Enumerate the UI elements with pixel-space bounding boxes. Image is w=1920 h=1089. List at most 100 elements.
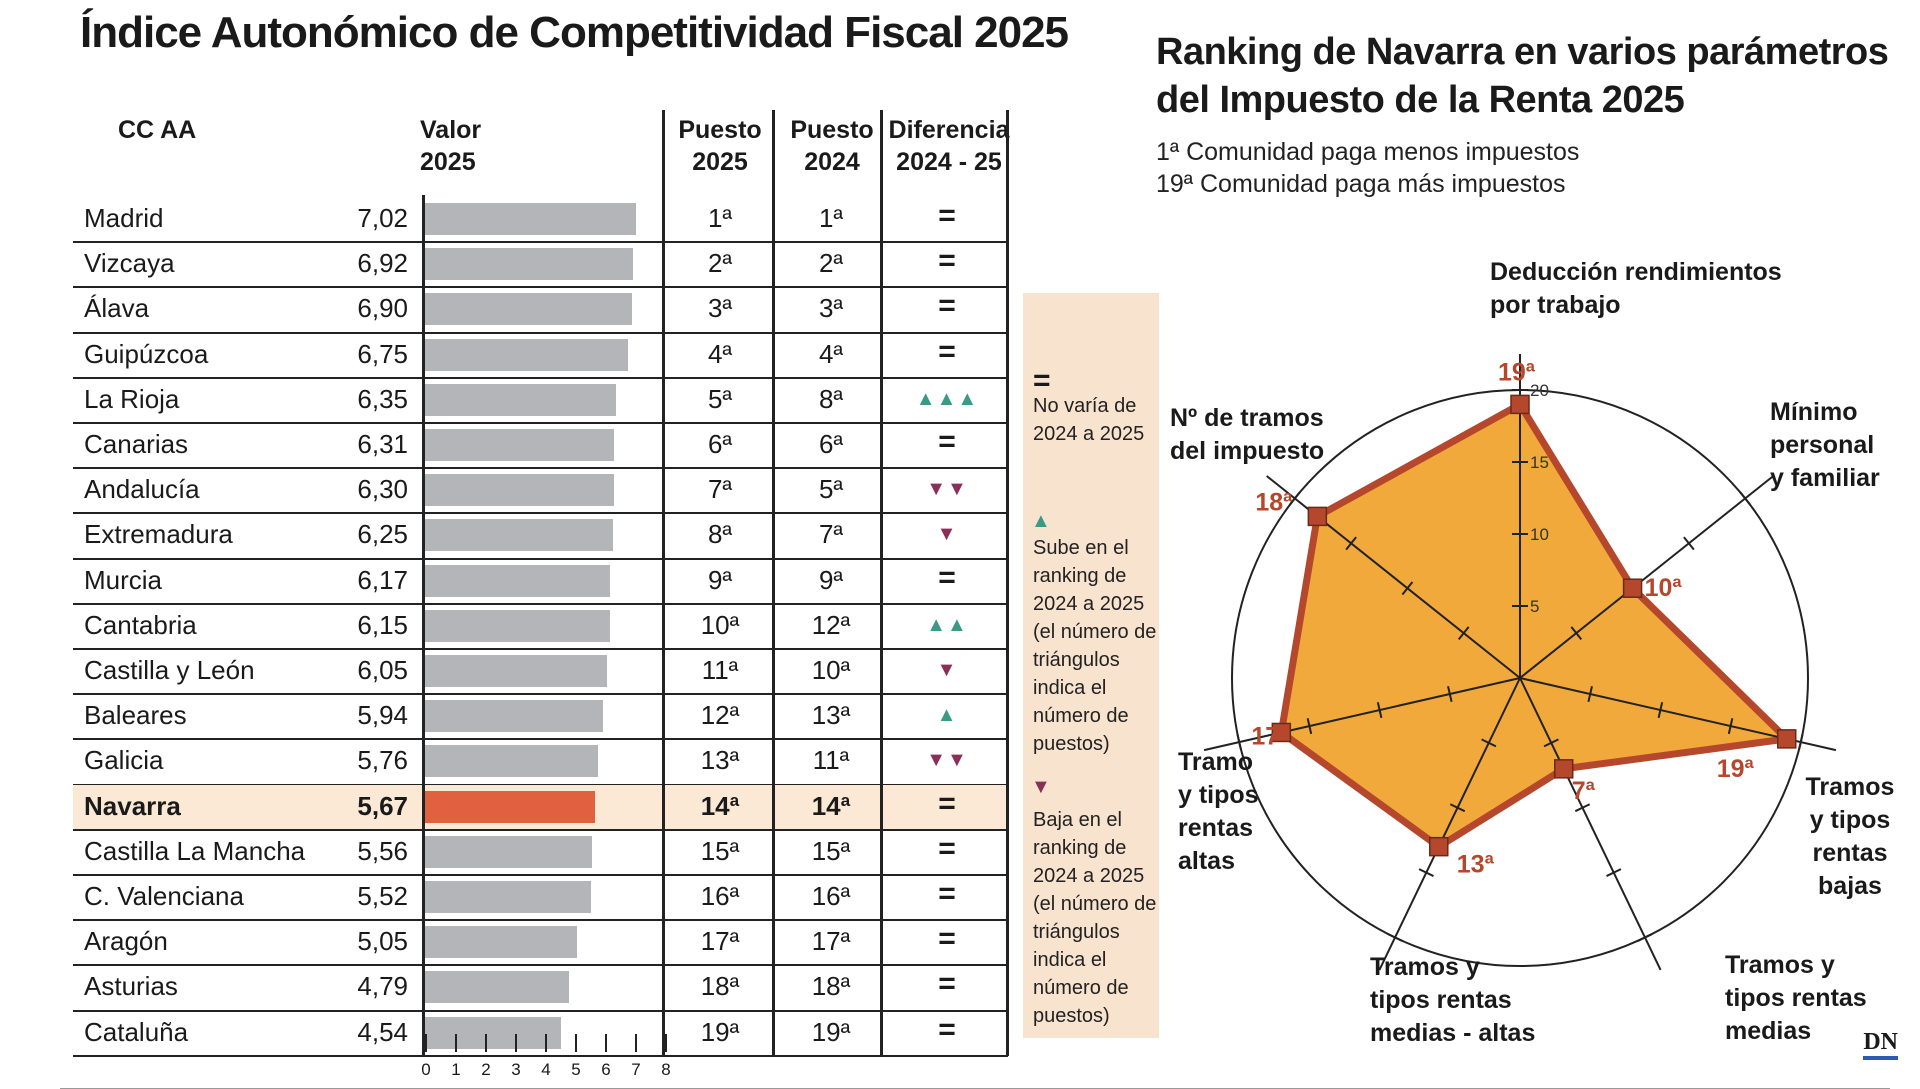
row-name: Baleares [84,700,187,731]
no-change-icon: = [938,786,956,820]
row-name: C. Valenciana [84,881,244,911]
down-triangle-icon: ▼▼ [926,749,968,772]
no-change-icon: = [938,877,956,910]
row-puesto-2025: 4ª [707,338,733,369]
radar-tick [1457,626,1470,640]
row-puesto-2024: 5ª [818,474,844,505]
axis-tick [515,1033,517,1052]
header-diferencia: Diferencia 2024 - 25 [888,116,1010,176]
left-chart-title: Índice Autonómico de Competitividad Fisc… [80,8,1069,57]
legend-up-text: Sube en el ranking de 2024 a 2025 (el nú… [1033,537,1157,755]
radar-point-marker [1553,759,1574,779]
radar-axis-label: Tramos y tipos rentas bajas [1806,773,1895,900]
axis-tick [605,1033,607,1052]
no-change-icon: = [938,199,956,232]
radar-scale-label: 5 [1530,597,1539,616]
axis-tick [575,1033,577,1052]
no-change-icon: = [938,560,956,594]
row-value: 6,30 [357,474,408,505]
row-name: Madrid [84,203,164,233]
value-bar [425,564,611,597]
axis-tick-label: 2 [481,1059,491,1079]
row-puesto-2025: 8ª [707,519,733,550]
row-value: 6,17 [357,564,408,595]
row-puesto-2024: 17ª [811,926,851,957]
radar-tick [1481,738,1497,748]
row-puesto-2024: 6ª [818,429,844,459]
row-puesto-2025: 17ª [700,926,740,957]
radar-scale-label: 10 [1530,525,1549,544]
value-bar [425,790,596,823]
row-name: Extremadura [84,519,233,550]
axis-tick [455,1033,457,1052]
header-puesto-2025: Puesto 2025 [678,116,762,176]
axis-tick-label: 0 [421,1059,431,1079]
row-puesto-2025: 11ª [701,655,739,685]
legend-down-triangle-icon: ▼ [1031,776,1051,798]
row-divider [73,422,1008,424]
radar-tick [1306,718,1313,735]
value-bar [425,700,604,733]
row-name: Cantabria [84,609,197,640]
legend-equal-symbol: = [1033,364,1051,397]
radar-point-marker [1622,578,1643,598]
row-puesto-2024: 13ª [811,700,851,731]
row-puesto-2024: 15ª [811,835,851,866]
radar-axis-label: Mínimo personal y familiar [1770,398,1880,492]
value-bar [425,655,607,687]
row-name: Canarias [84,429,189,459]
radar-tick [1236,734,1242,751]
legend-equal-text: No varía de 2024 a 2025 [1033,395,1145,445]
row-divider [73,241,1008,244]
radar-axis-line [1519,677,1662,971]
radar-area [1277,400,1791,851]
radar-scale-label: 15 [1530,453,1549,472]
row-value: 4,54 [357,1016,408,1047]
axis-tick-label: 1 [451,1059,461,1079]
row-name: Galicia [84,745,164,776]
row-value: 6,25 [357,519,408,550]
radar-tick [1543,738,1559,748]
value-bar [425,248,633,281]
radar-axis-label: Nº de tramos del impuesto [1170,404,1324,465]
header-valor: Valor 2025 [420,116,482,176]
radar-tick [1606,868,1622,877]
row-value: 7,02 [357,203,408,233]
radar-value-label: 18ª [1255,488,1293,516]
row-name: La Rioja [84,383,180,414]
row-value: 6,75 [357,338,408,369]
row-puesto-2024: 7ª [818,519,844,550]
value-bar [425,609,610,642]
radar-value-label: 17ª [1251,722,1289,750]
radar-tick [1798,734,1804,751]
axis-tick [485,1033,487,1052]
row-divider [73,376,1008,379]
up-triangle-icon: ▲▲▲ [915,387,979,410]
header-ccaa: CC AA [118,116,197,144]
row-puesto-2025: 1ª [707,203,733,233]
radar-tick [1657,702,1664,719]
no-change-icon: = [938,289,956,323]
row-puesto-2025: 19ª [700,1016,740,1047]
row-puesto-2024: 2ª [818,248,844,279]
value-bar [425,429,615,461]
row-puesto-2025: 2ª [707,248,733,279]
radar-tick [1387,933,1403,942]
row-value: 6,05 [357,655,408,685]
row-puesto-2024: 14ª [811,790,851,821]
radar-tick [1683,536,1695,551]
row-puesto-2024: 3ª [818,293,844,324]
radar-axis-line [1378,677,1521,971]
radar-tick [1449,803,1466,813]
radar-tick [1401,581,1414,596]
no-change-icon: = [938,831,956,865]
row-name: Castilla La Mancha [84,835,306,866]
radar-value-label: 10ª [1645,574,1683,602]
row-value: 6,92 [357,248,408,279]
radar-tick [1447,685,1453,703]
row-puesto-2025: 9ª [707,564,733,595]
radar-axis-line [1519,475,1774,679]
row-name: Aragón [84,926,168,957]
no-change-icon: = [938,334,956,368]
